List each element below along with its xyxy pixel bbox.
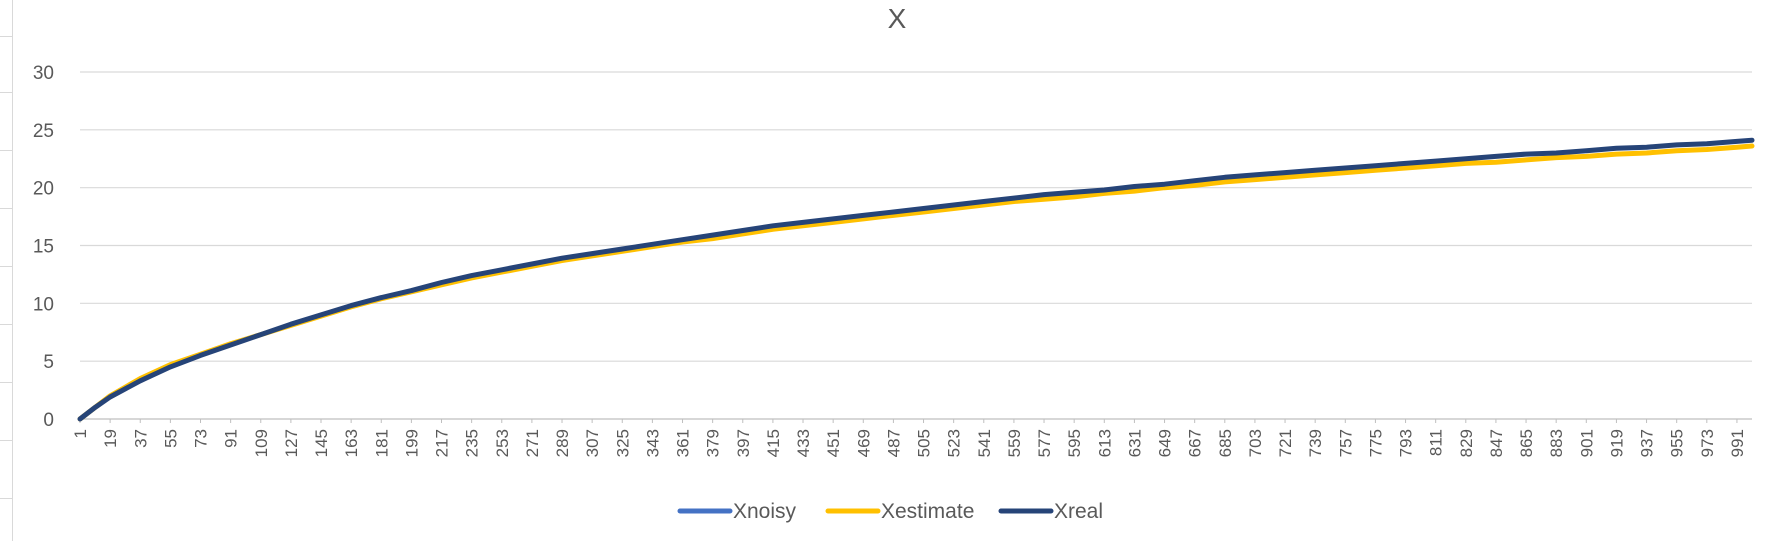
- x-tick-label: 523: [945, 429, 964, 457]
- x-tick-label: 379: [704, 429, 723, 457]
- x-tick-label: 919: [1607, 429, 1626, 457]
- x-tick-label: 937: [1638, 429, 1657, 457]
- x-tick-label: 91: [222, 429, 241, 448]
- spreadsheet-row-line: [0, 498, 12, 499]
- x-tick-label: 721: [1276, 429, 1295, 457]
- chart-title: X: [888, 3, 907, 34]
- x-tick-label: 559: [1005, 429, 1024, 457]
- x-tick-label: 829: [1457, 429, 1476, 457]
- spreadsheet-row-line: [0, 92, 12, 93]
- x-tick-label: 109: [252, 429, 271, 457]
- x-tick-label: 991: [1728, 429, 1747, 457]
- spreadsheet-row-line: [0, 440, 12, 441]
- x-tick-label: 775: [1366, 429, 1385, 457]
- x-tick-label: 199: [402, 429, 421, 457]
- x-tick-label: 343: [643, 429, 662, 457]
- series-lines: [77, 137, 1755, 422]
- y-tick-label: 15: [33, 237, 54, 258]
- x-tick-label: 739: [1306, 429, 1325, 457]
- x-tick-label: 973: [1698, 429, 1717, 457]
- x-tick-label: 397: [734, 429, 753, 457]
- legend-label-xreal: Xreal: [1054, 500, 1103, 523]
- spreadsheet-row-line: [0, 266, 12, 267]
- spreadsheet-row-line: [0, 150, 12, 151]
- spreadsheet-edge: [12, 0, 13, 541]
- x-tick-label: 649: [1156, 429, 1175, 457]
- spreadsheet-row-line: [0, 382, 12, 383]
- x-tick-label: 19: [101, 429, 120, 448]
- x-tick-label: 469: [854, 429, 873, 457]
- series-line-xreal: [77, 137, 1755, 422]
- x-tick-label: 73: [192, 429, 211, 448]
- y-tick-label: 10: [33, 294, 54, 315]
- x-tick-label: 541: [975, 429, 994, 457]
- x-tick-label: 883: [1547, 429, 1566, 457]
- x-tick-label: 145: [312, 429, 331, 457]
- x-tick-label: 1: [71, 429, 90, 438]
- x-axis-ticks: 1 19 37 55 73 91 109 127 145 163 181 199 217 235 253 27…: [71, 419, 1747, 457]
- y-tick-label: 5: [43, 352, 54, 373]
- spreadsheet-row-line: [0, 324, 12, 325]
- x-tick-label: 955: [1668, 429, 1687, 457]
- x-tick-label: 217: [433, 429, 452, 457]
- y-tick-label: 20: [33, 179, 54, 200]
- x-tick-label: 487: [884, 429, 903, 457]
- x-tick-label: 595: [1065, 429, 1084, 457]
- spreadsheet-row-line: [0, 36, 12, 37]
- legend-label-xnoisy: Xnoisy: [733, 500, 797, 523]
- y-axis-ticks: 0 5 10 15 20 25 30: [33, 63, 54, 431]
- y-tick-label: 30: [33, 63, 54, 84]
- gridlines: [80, 71, 1752, 420]
- x-tick-label: 901: [1577, 429, 1596, 457]
- x-tick-label: 757: [1336, 429, 1355, 457]
- legend: Xnoisy Xestimate Xreal: [677, 500, 1103, 523]
- y-tick-label: 25: [33, 121, 54, 142]
- x-tick-label: 37: [131, 429, 150, 448]
- series-line-xnoisy: [78, 138, 1754, 421]
- x-tick-label: 865: [1517, 429, 1536, 457]
- x-tick-label: 811: [1427, 429, 1446, 456]
- x-tick-label: 451: [824, 429, 843, 457]
- y-tick-label: 0: [43, 410, 54, 431]
- x-tick-label: 613: [1095, 429, 1114, 457]
- x-tick-label: 433: [794, 429, 813, 457]
- x-tick-label: 703: [1246, 429, 1265, 457]
- x-tick-label: 127: [282, 429, 301, 457]
- legend-label-xestimate: Xestimate: [881, 500, 974, 523]
- x-tick-label: 253: [493, 429, 512, 457]
- x-tick-label: 667: [1186, 429, 1205, 457]
- x-tick-label: 793: [1397, 429, 1416, 457]
- x-tick-label: 181: [372, 429, 391, 457]
- x-tick-label: 235: [463, 429, 482, 457]
- x-tick-label: 631: [1125, 429, 1144, 457]
- x-tick-label: 307: [583, 429, 602, 457]
- x-tick-label: 685: [1216, 429, 1235, 457]
- x-tick-label: 55: [161, 429, 180, 448]
- x-tick-label: 577: [1035, 429, 1054, 457]
- x-tick-label: 289: [553, 429, 572, 457]
- x-tick-label: 163: [342, 429, 361, 457]
- series-line-xestimate: [77, 143, 1755, 422]
- x-tick-label: 415: [764, 429, 783, 457]
- spreadsheet-row-line: [0, 208, 12, 209]
- x-tick-label: 325: [613, 429, 632, 457]
- x-tick-label: 271: [523, 429, 542, 457]
- x-tick-label: 847: [1487, 429, 1506, 457]
- x-tick-label: 505: [915, 429, 934, 457]
- x-tick-label: 361: [674, 429, 693, 457]
